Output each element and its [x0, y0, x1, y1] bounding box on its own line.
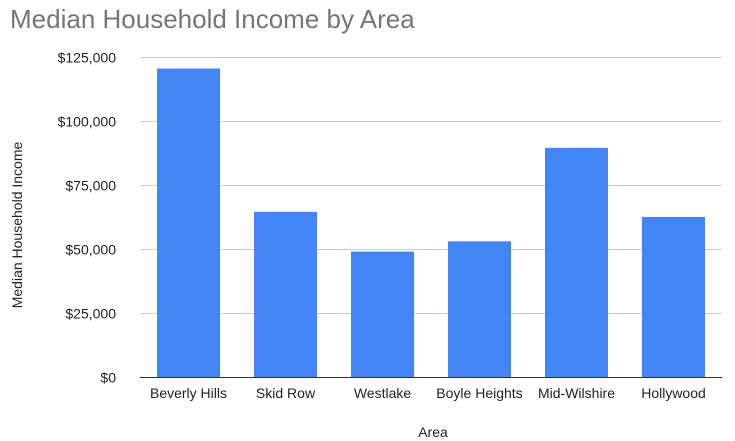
y-axis-title: Median Household Income — [9, 142, 25, 309]
y-tick-label: $100,000 — [58, 114, 117, 130]
x-tick-label: Mid-Wilshire — [538, 385, 615, 401]
y-tick-label: $25,000 — [65, 306, 116, 322]
chart-title: Median Household Income by Area — [10, 4, 415, 34]
grid-layer — [140, 57, 722, 314]
bars-layer — [157, 68, 705, 378]
x-tick-labels: Beverly Hills Skid Row Westlake Boyle Heigh… — [150, 385, 706, 401]
y-tick-label: $75,000 — [65, 178, 116, 194]
x-tick-label: Westlake — [354, 385, 412, 401]
bar-boyle-heights[interactable] — [448, 241, 511, 377]
x-tick-label: Hollywood — [641, 385, 706, 401]
bar-hollywood[interactable] — [642, 217, 705, 377]
x-tick-label: Boyle Heights — [436, 385, 522, 401]
y-tick-labels: $0 $25,000 $50,000 $75,000 $100,000 $125,000 — [58, 50, 117, 386]
y-tick-label: $0 — [100, 370, 116, 386]
x-tick-label: Beverly Hills — [150, 385, 227, 401]
y-tick-label: $125,000 — [58, 50, 117, 66]
bar-mid-wilshire[interactable] — [545, 147, 608, 377]
x-tick-label: Skid Row — [256, 385, 316, 401]
bar-beverly-hills[interactable] — [157, 68, 220, 378]
x-axis-title: Area — [418, 424, 448, 440]
y-tick-label: $50,000 — [65, 242, 116, 258]
bar-westlake[interactable] — [351, 251, 414, 377]
bar-skid-row[interactable] — [254, 211, 317, 377]
